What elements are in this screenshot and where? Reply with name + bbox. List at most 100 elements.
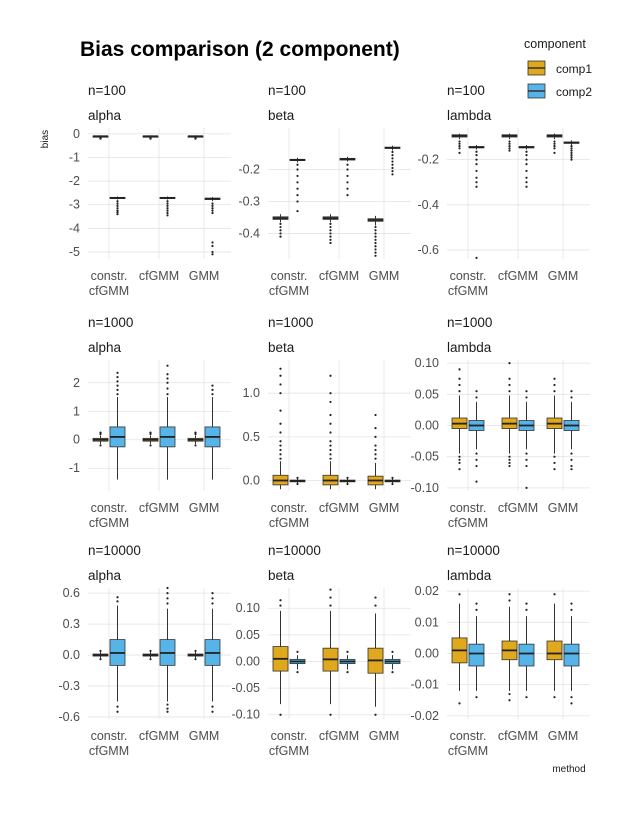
panel-strip-param: beta [268,568,295,583]
outlier-point [166,602,169,605]
outlier-point [475,163,478,166]
y-tick-label: -1 [69,461,80,475]
x-tick-label: cfGMM [319,729,359,743]
panel-strip-param: alpha [88,568,122,583]
box-comp2 [159,196,176,217]
outlier-point [279,422,282,425]
x-tick-line: constr. [91,501,128,515]
box-comp2 [109,371,126,480]
x-tick-line: cfGMM [498,729,538,743]
outlier-point [296,482,299,486]
x-tick-line: cfGMM [269,516,309,530]
outlier-point [458,368,461,371]
outlier-point [525,486,528,489]
outlier-point [374,241,377,245]
outlier-point [166,586,169,590]
box-comp2 [159,586,176,713]
outlier-point [374,245,377,248]
y-tick-label: -0.4 [417,198,439,212]
outlier-point [553,144,556,148]
outlier-point [553,151,556,154]
outlier-point [508,142,511,145]
outlier-point [116,710,119,713]
outlier-point [475,256,478,259]
outlier-point [391,671,394,674]
x-tick-line: constr. [271,269,308,283]
x-tick-label: cfGMM [139,501,179,515]
outlier-point [553,390,556,393]
outlier-point [458,383,461,387]
outlier-point [475,150,478,153]
outlier-point [374,713,377,716]
legend-label-comp2: comp2 [556,85,592,99]
x-tick-label: constr. cfGMM [269,269,309,298]
outlier-point [570,468,573,471]
outlier-point [329,440,332,443]
x-tick-line: constr. [271,729,308,743]
outlier-point [553,593,556,596]
y-tick-label: -0.10 [411,481,440,495]
outlier-point [329,235,332,238]
outlier-point [166,211,169,215]
y-tick-label: -0.3 [58,679,80,693]
y-tick-label: 0.5 [243,430,260,444]
box-comp1 [187,135,204,140]
outlier-point [116,380,119,383]
outlier-point [458,151,461,154]
box-comp1 [92,431,109,447]
outlier-point [329,444,332,447]
outlier-point [475,176,478,179]
outlier-point [525,150,528,153]
outlier-point [211,209,214,212]
outlier-point [329,457,332,460]
outlier-point [211,710,214,713]
outlier-point [211,204,214,207]
legend-title: component [524,37,586,51]
outlier-point [346,174,349,178]
x-tick-label: cfGMM [498,729,538,743]
box-comp2 [204,592,221,713]
x-tick-label: GMM [369,729,400,743]
outlier-point [475,608,478,611]
outlier-point [570,151,573,154]
outlier-point [211,253,214,256]
panel-strip-n: n=100 [268,83,306,98]
outlier-point [329,448,332,452]
box-comp1 [501,133,518,152]
outlier-point [508,149,511,152]
box-iqr [468,643,485,667]
outlier-point [475,696,478,699]
outlier-point [570,464,573,468]
outlier-point [296,476,299,479]
x-tick-label: cfGMM [139,269,179,283]
outlier-point [116,375,119,379]
box-comp1 [142,431,159,447]
outlier-point [374,235,377,238]
y-tick-label: -0.6 [58,710,80,724]
outlier-point [458,147,461,150]
box-comp1 [501,362,518,468]
y-tick-label: -0.2 [417,153,439,167]
outlier-point [166,387,169,390]
outlier-point [475,181,478,184]
x-tick-line: GMM [189,729,220,743]
outlier-point [525,696,528,699]
x-tick-label: cfGMM [319,501,359,515]
x-tick-line: constr. [450,501,487,515]
outlier-point [116,202,119,205]
x-tick-line: GMM [369,729,400,743]
chart-title: Bias comparison (2 component) [80,38,400,61]
outlier-point [508,144,511,148]
outlier-point [329,713,332,716]
outlier-point [166,207,169,210]
box-iqr [546,640,563,661]
outlier-point [211,241,214,244]
outlier-point [374,232,377,235]
y-tick-label: 0.00 [415,419,439,433]
y-tick-label: 0 [73,127,80,141]
outlier-point [166,377,169,380]
outlier-point [374,448,377,452]
